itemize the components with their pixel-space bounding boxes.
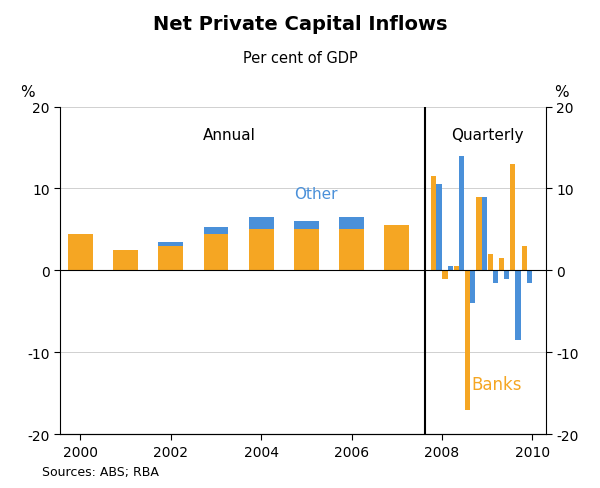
Bar: [482, 197, 487, 271]
Bar: [385, 226, 409, 271]
Bar: [249, 218, 274, 230]
Bar: [203, 227, 229, 234]
Text: Banks: Banks: [471, 375, 521, 393]
Bar: [339, 230, 364, 271]
Text: Sources: ABS; RBA: Sources: ABS; RBA: [42, 465, 159, 478]
Bar: [431, 177, 436, 271]
Bar: [476, 197, 482, 271]
Text: Other: Other: [293, 187, 337, 202]
Bar: [470, 271, 475, 304]
Text: Net Private Capital Inflows: Net Private Capital Inflows: [153, 15, 447, 34]
Text: Quarterly: Quarterly: [451, 128, 523, 143]
Bar: [510, 164, 515, 271]
Bar: [339, 218, 364, 230]
Bar: [504, 271, 509, 279]
Bar: [465, 271, 470, 410]
Bar: [515, 271, 521, 340]
Bar: [521, 246, 527, 271]
Bar: [442, 271, 448, 279]
Bar: [493, 271, 498, 283]
Bar: [158, 242, 183, 246]
Bar: [448, 267, 453, 271]
Bar: [68, 234, 93, 271]
Bar: [436, 185, 442, 271]
Bar: [499, 259, 504, 271]
Bar: [454, 267, 459, 271]
Bar: [294, 230, 319, 271]
Bar: [113, 250, 138, 271]
Text: %: %: [554, 85, 568, 100]
Text: %: %: [20, 85, 34, 100]
Bar: [294, 222, 319, 230]
Text: Per cent of GDP: Per cent of GDP: [242, 51, 358, 66]
Bar: [249, 230, 274, 271]
Bar: [459, 156, 464, 271]
Bar: [527, 271, 532, 283]
Bar: [203, 234, 229, 271]
Bar: [488, 255, 493, 271]
Bar: [158, 246, 183, 271]
Text: Annual: Annual: [203, 128, 256, 143]
